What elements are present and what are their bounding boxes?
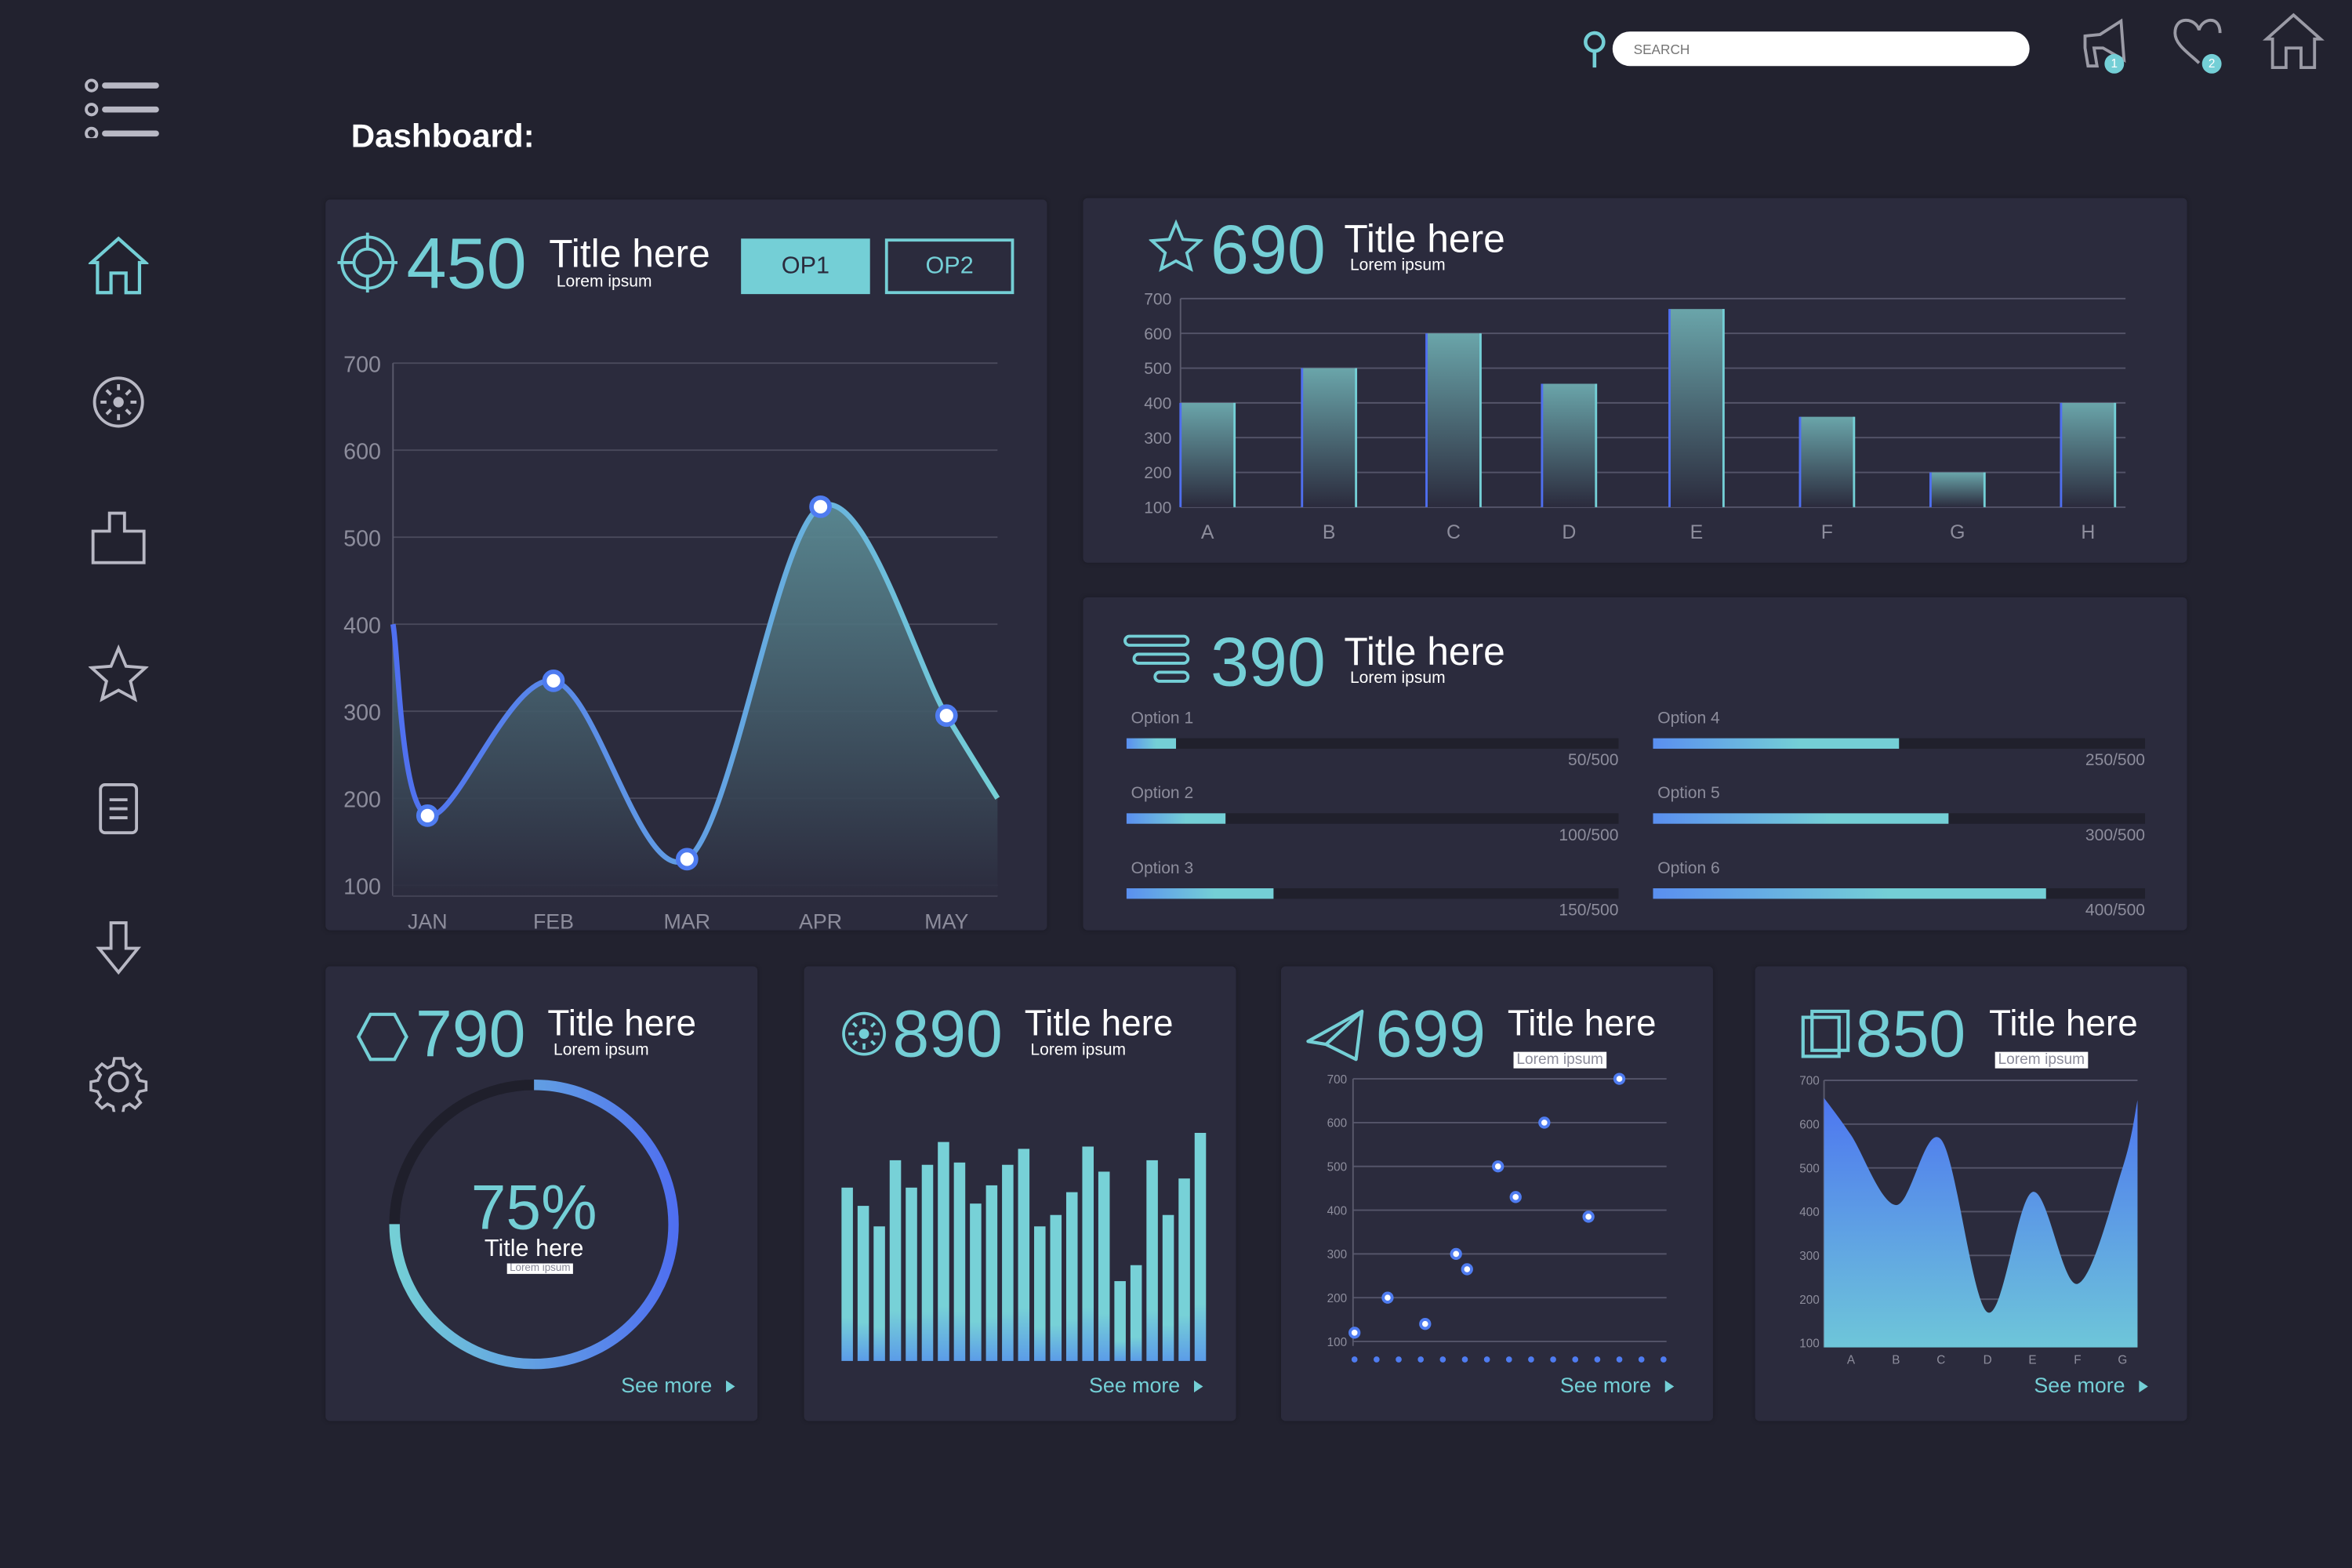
progress-fill <box>1126 888 1275 899</box>
gauge-icon[interactable] <box>89 372 149 433</box>
panel-subtitle: Lorem ipsum <box>1349 669 1446 688</box>
settings-icon[interactable] <box>89 1052 149 1112</box>
search-icon[interactable] <box>1581 30 1608 69</box>
panel-title: Title here <box>1024 1004 1174 1045</box>
puzzle-icon[interactable] <box>89 507 149 568</box>
progress-label: Option 3 <box>1131 859 1194 878</box>
progress-label: Option 1 <box>1131 710 1194 728</box>
progress-track <box>1653 888 2146 899</box>
progress-label: Option 4 <box>1657 710 1720 728</box>
layers-icon <box>1801 1009 1850 1058</box>
home-icon[interactable] <box>88 235 149 296</box>
download-icon[interactable] <box>89 918 149 978</box>
progress-track <box>1653 813 2146 824</box>
progress-panel <box>1083 597 2187 931</box>
progress-fill <box>1126 738 1176 750</box>
progress-track <box>1653 738 2146 750</box>
op1-button[interactable]: OP1 <box>741 238 870 295</box>
progress-value: 400/500 <box>2085 902 2146 920</box>
paper-plane-icon <box>1306 1009 1364 1062</box>
panel-title: Title here <box>1344 628 1505 674</box>
progress-label: Option 2 <box>1131 784 1194 803</box>
progress-track <box>1126 738 1619 750</box>
progress-value: 150/500 <box>1559 902 1619 920</box>
hexagon-icon <box>356 1012 408 1062</box>
donut-title: Title here <box>484 1236 584 1262</box>
progress-label: Option 5 <box>1657 784 1720 803</box>
home-icon[interactable] <box>2262 12 2325 72</box>
panel-title: Title here <box>549 230 710 277</box>
panel-number: 390 <box>1210 622 1326 701</box>
donut-value: 75% <box>470 1171 597 1243</box>
star-icon <box>1149 219 1203 272</box>
panel-title: Title here <box>1989 1004 2138 1045</box>
progress-track <box>1126 888 1619 899</box>
progress-track <box>1126 813 1619 824</box>
panel-number: 890 <box>892 997 1003 1072</box>
list-icon <box>1123 634 1190 683</box>
progress-value: 50/500 <box>1568 751 1619 770</box>
panel-title: Title here <box>547 1004 697 1045</box>
progress-value: 300/500 <box>2085 826 2146 845</box>
target-icon <box>337 232 398 293</box>
panel-number: 450 <box>406 225 527 305</box>
panel-number: 690 <box>1210 209 1326 289</box>
favorites-badge: 2 <box>2201 53 2222 74</box>
panel-subtitle: Lorem ipsum <box>1349 256 1446 275</box>
op2-button[interactable]: OP2 <box>884 238 1014 295</box>
progress-label: Option 6 <box>1657 859 1720 878</box>
progress-fill <box>1653 813 1948 824</box>
page-title: Dashboard: <box>350 117 535 155</box>
donut-subtitle: Lorem ipsum <box>506 1263 574 1274</box>
see-more-link[interactable]: See more <box>1560 1373 1674 1397</box>
bar-chart-panel <box>1083 198 2187 563</box>
gauge-icon <box>842 1011 886 1056</box>
progress-value: 250/500 <box>2085 751 2146 770</box>
see-more-link[interactable]: See more <box>2034 1373 2147 1397</box>
panel-title: Title here <box>1507 1004 1657 1045</box>
search-input[interactable] <box>1612 31 2030 67</box>
progress-fill <box>1126 813 1225 824</box>
panel-subtitle: Lorem ipsum <box>1994 1051 2088 1069</box>
panel-number: 790 <box>415 997 526 1072</box>
see-more-link[interactable]: See more <box>1089 1373 1203 1397</box>
line-chart-panel <box>325 199 1047 931</box>
panel-subtitle: Lorem ipsum <box>1513 1051 1606 1069</box>
panel-number: 850 <box>1855 997 1966 1072</box>
panel-number: 699 <box>1375 997 1486 1072</box>
panel-subtitle: Lorem ipsum <box>556 273 652 292</box>
panel-subtitle: Lorem ipsum <box>554 1041 649 1060</box>
panel-title: Title here <box>1344 216 1505 262</box>
progress-fill <box>1653 738 1900 750</box>
document-icon[interactable] <box>89 779 149 839</box>
menu-icon[interactable] <box>84 78 162 139</box>
see-more-link[interactable]: See more <box>621 1373 735 1397</box>
panel-subtitle: Lorem ipsum <box>1030 1041 1127 1060</box>
megaphone-icon[interactable] <box>2079 15 2133 75</box>
heart-icon[interactable] <box>2169 15 2230 72</box>
progress-value: 100/500 <box>1559 826 1619 845</box>
notifications-badge: 1 <box>2104 53 2125 74</box>
star-icon[interactable] <box>88 644 149 704</box>
progress-fill <box>1653 888 2047 899</box>
